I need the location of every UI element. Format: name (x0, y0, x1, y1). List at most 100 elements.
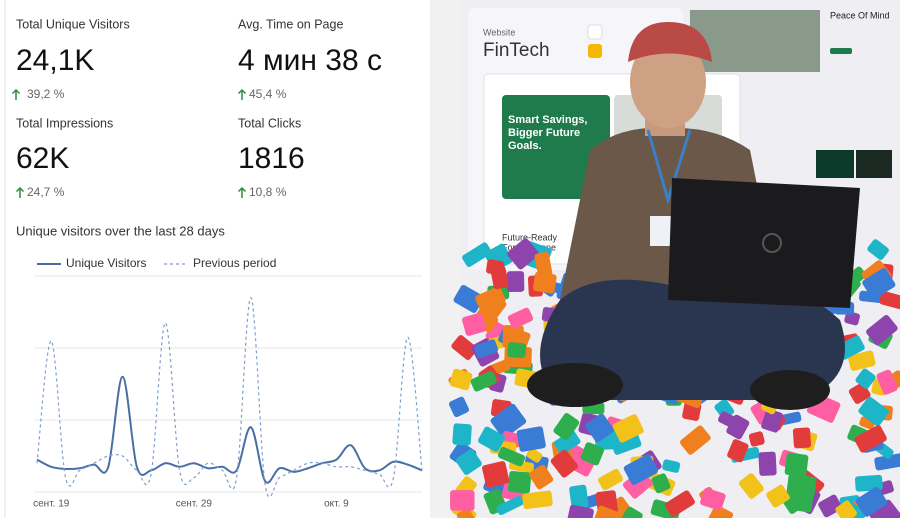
letter-block (664, 490, 695, 517)
letter-block (507, 307, 534, 329)
letter-block (844, 311, 860, 326)
letter-block (448, 396, 470, 418)
metric-label: Total Unique Visitors (16, 17, 130, 31)
office-photo (690, 10, 820, 72)
photo: Website FinTech Smart Savings, Bigger Fu… (448, 0, 900, 523)
x-tick-label: окт. 9 (324, 499, 349, 510)
letter-block (623, 454, 658, 485)
section-text: Future-Ready (502, 232, 558, 242)
metrics: Total Unique Visitors 24,1K 39,2 % Avg. … (11, 17, 382, 199)
letter-block (651, 473, 671, 494)
letter-block (612, 414, 644, 443)
letter-block (506, 271, 525, 293)
letter-block (580, 442, 605, 466)
person-shoe (750, 370, 830, 410)
letter-block (507, 342, 527, 359)
hero-text: Smart Savings, Bigger Future Goals. (508, 114, 588, 152)
laptop-logo (762, 233, 782, 253)
thumb (856, 150, 892, 178)
metric-value: 24,1K (16, 44, 94, 77)
metric-value: 1816 (238, 142, 305, 175)
letter-block (585, 413, 614, 443)
letter-block (528, 464, 554, 490)
letter-block (452, 423, 472, 446)
letter-block (550, 449, 578, 478)
letter-block (490, 403, 527, 439)
letter-block (569, 484, 589, 510)
letter-block (490, 265, 509, 290)
letter-block (526, 448, 543, 463)
letter-block (534, 251, 553, 277)
letter-block (554, 430, 581, 455)
lanyard (646, 129, 692, 206)
letter-block (855, 486, 888, 517)
letter-block (522, 490, 553, 509)
letter-block (879, 291, 900, 310)
letter-block (461, 312, 487, 336)
letter-block (553, 413, 580, 441)
letter-block (748, 431, 765, 447)
hero-wrap: Smart Savings, Bigger Future Goals. (508, 114, 588, 152)
letter-block (758, 451, 777, 476)
icon (588, 44, 602, 58)
letter-block (786, 474, 817, 497)
x-tick-label: сент. 19 (33, 499, 70, 510)
letter-block (449, 368, 473, 391)
letter-block (475, 286, 506, 312)
hero-card (502, 95, 610, 199)
up-arrow (11, 88, 21, 100)
x-tick-label: сент. 29 (176, 499, 213, 510)
side-button (830, 48, 852, 54)
letter-block (835, 500, 857, 523)
metric-label: Avg. Time on Page (238, 17, 343, 31)
letter-block (450, 490, 475, 511)
letter-block (866, 314, 898, 346)
mockup-title: FinTech (483, 40, 550, 61)
metric-value: 4 мин 38 с (238, 44, 382, 77)
letter-block (784, 452, 809, 477)
chart: сент. 19 сент. 29 окт. 9 Unique Visitors Pre… (33, 256, 423, 510)
up-arrow (237, 88, 247, 100)
letter-block (867, 239, 889, 260)
person-shoe (527, 363, 623, 407)
metric-change: 39,2 % (27, 87, 65, 101)
letter-block (507, 470, 532, 494)
letter-block (532, 271, 557, 294)
chart-title: Unique visitors over the last 28 days (16, 223, 225, 238)
metric-change: 10,8 % (249, 185, 287, 199)
letter-block (496, 495, 524, 516)
letter-block (478, 426, 506, 452)
person-legs (540, 279, 845, 400)
letter-block (598, 468, 623, 491)
legend-label: Previous period (193, 256, 276, 270)
metric-label: Total Impressions (16, 116, 113, 130)
icon (587, 24, 603, 40)
person-head (630, 36, 706, 128)
letter-block (474, 339, 499, 359)
mockup-label: Website (483, 27, 515, 37)
letter-block (761, 408, 783, 433)
metric-value: 62K (16, 142, 69, 175)
letter-block (700, 488, 726, 511)
letter-block (502, 325, 524, 349)
metric-change: 45,4 % (249, 87, 287, 101)
letter-block (455, 449, 482, 475)
letter-block (507, 238, 539, 270)
letter-block (470, 370, 497, 392)
letter-block (451, 335, 478, 360)
letter-block (482, 461, 510, 488)
letter-block (462, 242, 492, 267)
letter-block (738, 473, 764, 499)
letter-block (662, 459, 681, 473)
letter-block (874, 453, 900, 471)
letter-block (727, 439, 749, 463)
letter-block (848, 350, 876, 371)
letter-block (862, 268, 896, 300)
letter-block (766, 484, 790, 508)
letter-block (858, 396, 889, 427)
series-line (36, 375, 423, 484)
letter-block (718, 411, 736, 427)
letter-block (855, 368, 876, 389)
